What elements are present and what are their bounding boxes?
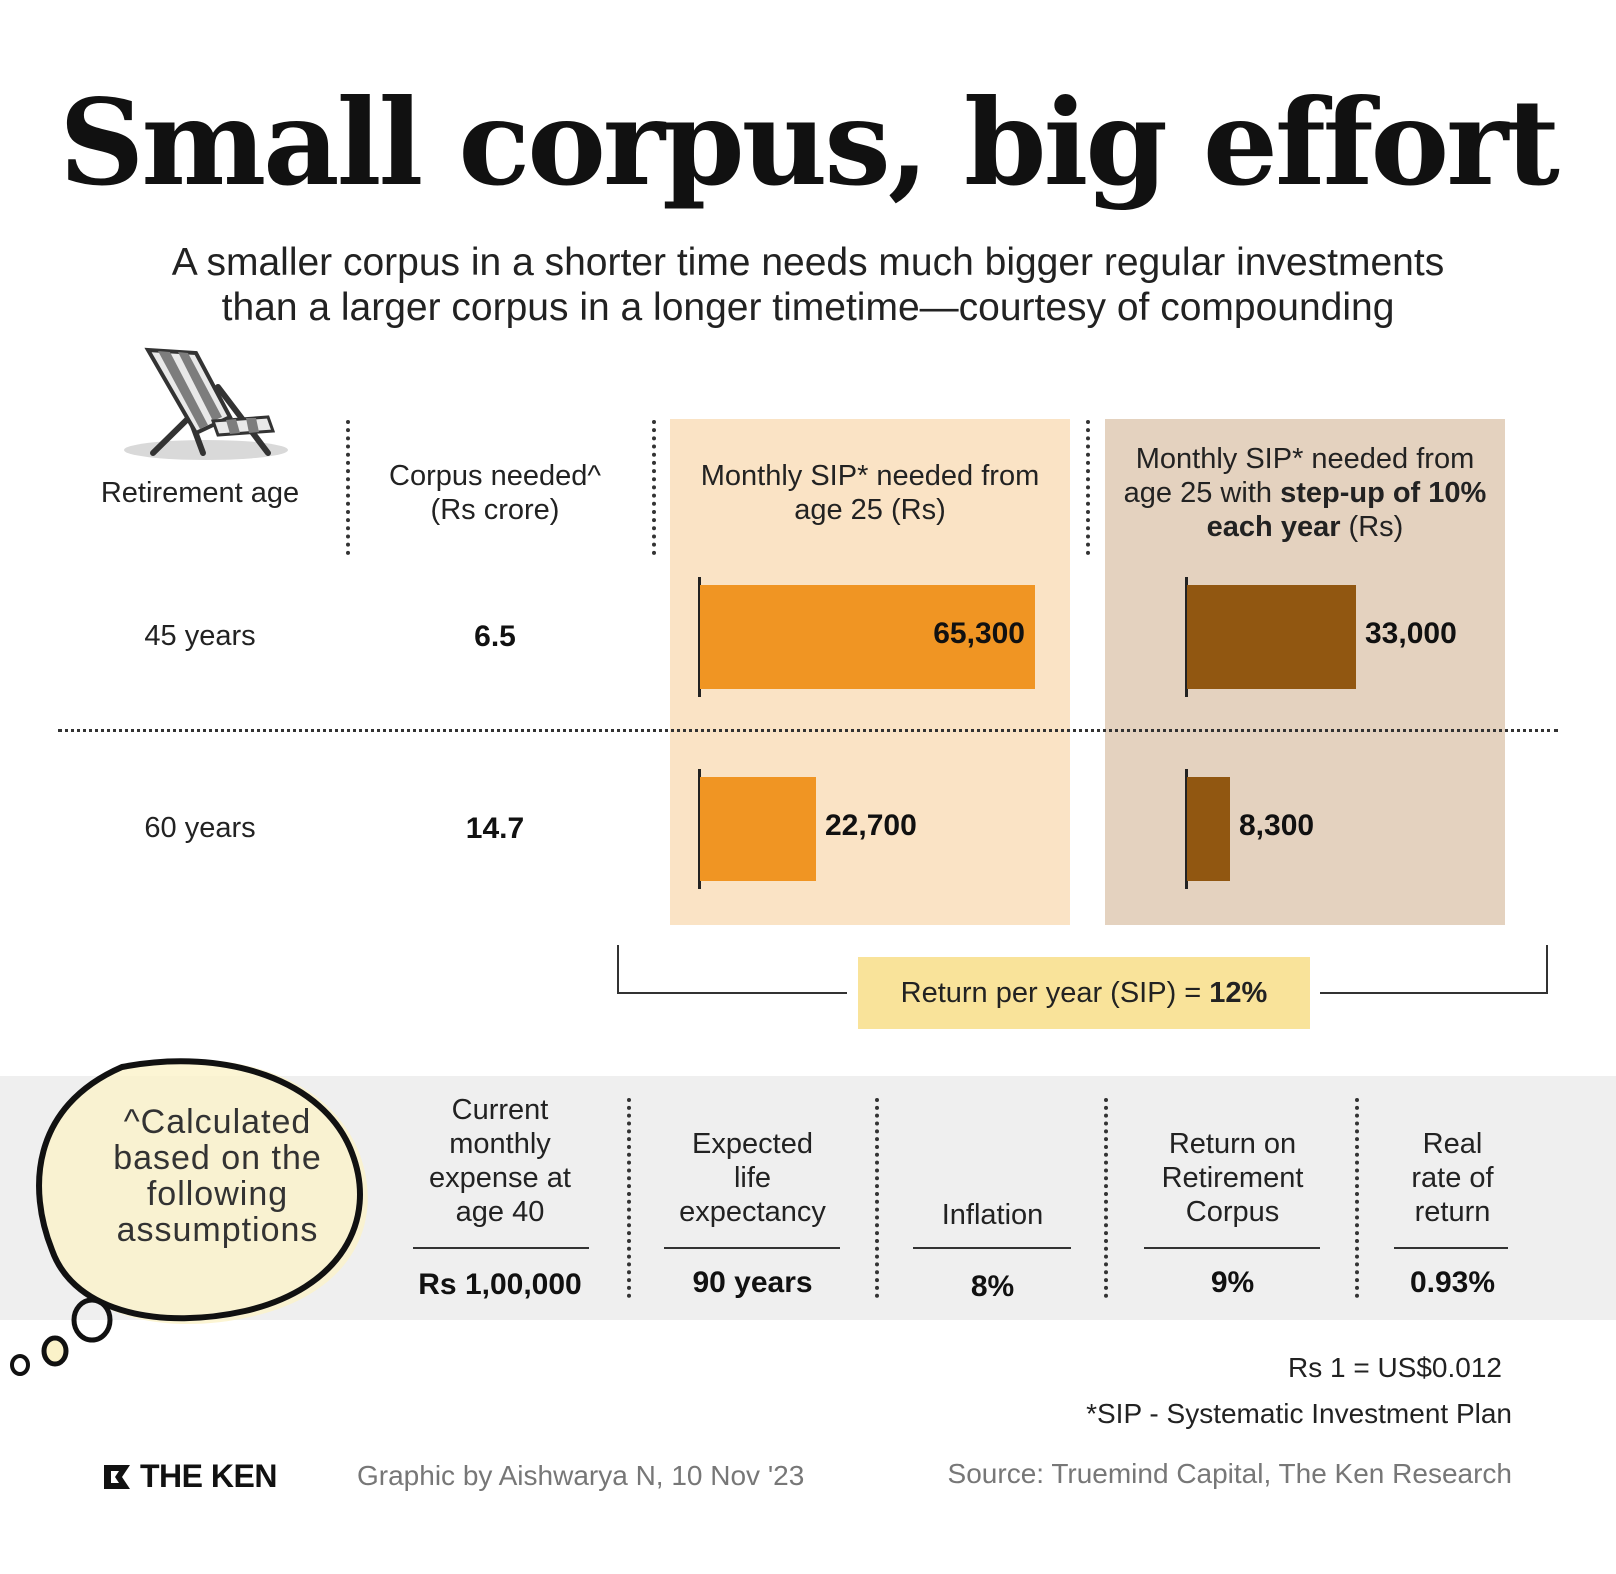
row-age-60: 60 years: [144, 812, 256, 844]
stepup-axis-45: [1185, 577, 1188, 697]
header-monthly-sip-stepup: Monthly SIP* needed from age 25 with ste…: [1123, 443, 1487, 543]
assumption-label-return-corpus: Return on Retirement Corpus: [1161, 1128, 1304, 1228]
assumption-value-real-return: 0.93%: [1409, 1266, 1496, 1299]
assumption-label-life: Expected life expectancy: [679, 1128, 826, 1228]
divider-dotted: [627, 1098, 631, 1298]
header-corpus-needed: Corpus needed^ (Rs crore): [389, 460, 601, 526]
assumption-rule: [413, 1247, 589, 1249]
divider-dotted: [1104, 1098, 1108, 1298]
assumption-value-return-corpus: 9%: [1210, 1266, 1255, 1299]
brand-name: THE KEN: [140, 1458, 277, 1494]
assumption-rule: [1144, 1247, 1320, 1249]
sip-bar-label-45: 65,300: [933, 617, 1025, 650]
assumptions-note: ^Calculated based on the following assum…: [113, 1103, 322, 1249]
sip-axis-60: [698, 769, 701, 889]
assumption-rule: [664, 1247, 840, 1249]
assumption-value-inflation: 8%: [970, 1270, 1015, 1303]
row-age-45: 45 years: [144, 620, 256, 652]
sip-bar-label-60: 22,700: [825, 809, 917, 842]
subtitle-line-1: A smaller corpus in a shorter time needs…: [171, 241, 1445, 284]
ken-logo-icon: [104, 1464, 130, 1489]
divider-dotted: [652, 420, 656, 555]
row-separator: [58, 729, 1558, 732]
assumption-rule: [913, 1247, 1071, 1249]
divider-dotted: [1086, 420, 1090, 555]
assumption-label-real-return: Real rate of return: [1411, 1128, 1494, 1228]
subtitle-line-2: than a larger corpus in a longer timetim…: [221, 286, 1395, 329]
sip-bar-45: [700, 585, 1035, 689]
bracket-left-arm: [617, 992, 847, 994]
thought-bubble-icon: [10, 1058, 368, 1376]
divider-dotted: [346, 420, 350, 555]
stepup-axis-60: [1185, 769, 1188, 889]
page-title: Small corpus, big effort: [59, 73, 1560, 212]
sip-definition: *SIP - Systematic Investment Plan: [1086, 1398, 1512, 1429]
bracket-left: [617, 945, 619, 993]
stepup-bar-label-45: 33,000: [1365, 617, 1457, 650]
fx-note: Rs 1 = US$0.012: [1287, 1352, 1502, 1383]
header-retirement-age: Retirement age: [100, 477, 300, 509]
bracket-right-arm: [1320, 992, 1548, 994]
assumption-label-inflation: Inflation: [941, 1199, 1044, 1231]
graphic-credit: Graphic by Aishwarya N, 10 Nov '23: [357, 1460, 805, 1491]
sip-bar-60: [700, 777, 816, 881]
beach-chair-icon: [124, 347, 288, 460]
assumption-rule: [1394, 1247, 1508, 1249]
assumption-label-expense: Current monthly expense at age 40: [429, 1094, 571, 1228]
header-monthly-sip: Monthly SIP* needed from age 25 (Rs): [700, 460, 1040, 526]
divider-dotted: [875, 1098, 879, 1298]
stepup-bar-60: [1187, 777, 1230, 881]
return-per-year-box: Return per year (SIP) = 12%: [858, 957, 1310, 1029]
assumption-value-expense: Rs 1,00,000: [418, 1268, 582, 1301]
source-note: Source: Truemind Capital, The Ken Resear…: [947, 1458, 1512, 1489]
sip-axis-45: [698, 577, 701, 697]
divider-dotted: [1355, 1098, 1359, 1298]
row-corpus-60: 14.7: [465, 812, 525, 845]
brand-logo: THE KEN: [102, 1458, 277, 1495]
stepup-bar-45: [1187, 585, 1356, 689]
row-corpus-45: 6.5: [474, 620, 516, 653]
assumption-value-life: 90 years: [692, 1266, 813, 1299]
bracket-right: [1546, 945, 1548, 993]
stepup-bar-label-60: 8,300: [1239, 809, 1315, 842]
subtitle: A smaller corpus in a shorter time needs…: [0, 240, 1616, 330]
